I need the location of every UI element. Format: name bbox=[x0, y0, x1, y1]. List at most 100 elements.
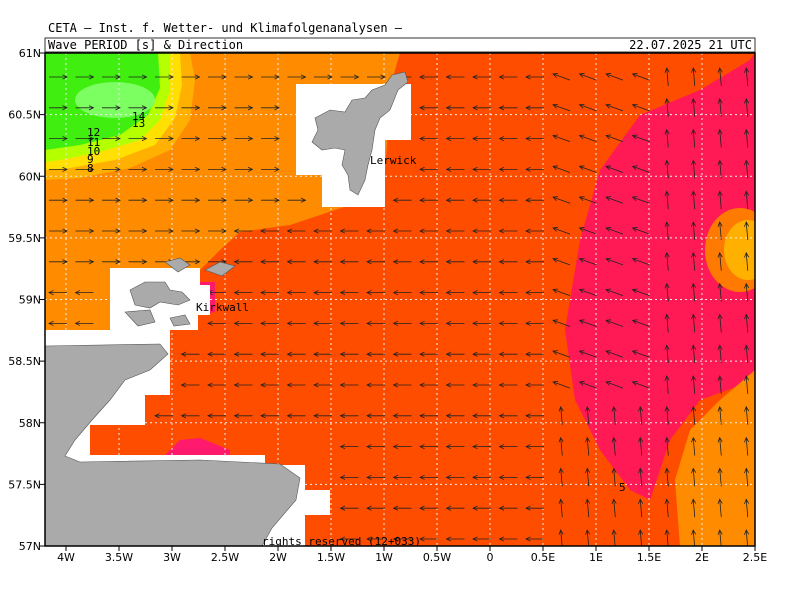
contour-label: 13 bbox=[132, 117, 145, 130]
arrow bbox=[208, 74, 227, 80]
arrow bbox=[552, 381, 571, 389]
arrow bbox=[261, 105, 280, 111]
lat-label: 58N bbox=[19, 417, 41, 430]
arrow bbox=[472, 351, 491, 357]
arrow bbox=[472, 536, 491, 542]
arrow bbox=[233, 228, 253, 234]
arrow bbox=[49, 259, 68, 265]
arrow bbox=[102, 136, 121, 142]
arrow bbox=[155, 105, 174, 111]
arrow bbox=[744, 436, 750, 456]
arrow bbox=[128, 197, 148, 203]
arrow bbox=[664, 529, 670, 546]
arrow bbox=[419, 320, 438, 326]
arrow bbox=[578, 350, 597, 358]
arrow bbox=[717, 405, 723, 425]
arrow bbox=[717, 97, 723, 117]
arrow bbox=[717, 190, 723, 210]
arrow bbox=[472, 474, 491, 480]
arrow bbox=[313, 382, 332, 388]
arrow bbox=[366, 536, 385, 542]
arrow bbox=[638, 436, 644, 456]
arrow bbox=[605, 319, 624, 327]
arrow bbox=[75, 105, 95, 111]
arrow bbox=[339, 351, 359, 357]
arrow bbox=[419, 505, 438, 511]
arrow bbox=[552, 73, 571, 81]
arrow bbox=[691, 67, 697, 87]
arrow bbox=[717, 251, 723, 271]
arrow bbox=[234, 166, 254, 172]
arrow bbox=[313, 413, 332, 419]
arrow bbox=[155, 74, 174, 80]
arrow bbox=[366, 474, 385, 480]
arrow bbox=[208, 105, 227, 111]
arrow bbox=[585, 529, 591, 546]
arrow bbox=[498, 166, 518, 172]
lon-label: 1.5E bbox=[637, 551, 661, 564]
arrow bbox=[286, 228, 306, 234]
arrow bbox=[366, 382, 385, 388]
arrow bbox=[472, 382, 491, 388]
arrow bbox=[664, 159, 670, 179]
arrow bbox=[744, 467, 750, 487]
arrow bbox=[611, 529, 617, 546]
contour-label: 10 bbox=[87, 145, 100, 158]
arrow bbox=[339, 505, 359, 511]
arrow bbox=[181, 105, 201, 111]
arrow bbox=[286, 290, 306, 296]
arrow bbox=[339, 228, 359, 234]
arrow bbox=[392, 351, 412, 357]
arrow bbox=[578, 165, 597, 173]
arrow bbox=[419, 166, 438, 172]
arrow bbox=[207, 320, 226, 326]
arrow bbox=[392, 320, 412, 326]
arrow bbox=[233, 382, 253, 388]
arrow bbox=[392, 197, 412, 203]
arrow bbox=[419, 413, 438, 419]
arrow bbox=[498, 474, 518, 480]
arrow bbox=[234, 136, 254, 142]
arrow bbox=[558, 467, 564, 487]
arrow bbox=[49, 228, 68, 234]
period-band bbox=[165, 438, 230, 455]
arrow bbox=[744, 405, 750, 425]
arrow bbox=[525, 290, 544, 296]
arrow bbox=[286, 413, 306, 419]
arrow bbox=[445, 444, 465, 450]
arrow bbox=[419, 228, 438, 234]
axis-labels: 61N 60.5N 60N 59.5N 59N 58.5N 58N 57.5N 57N 4W 3.5… bbox=[8, 47, 767, 564]
arrow bbox=[392, 474, 412, 480]
lon-label: 3.5W bbox=[105, 551, 133, 564]
arrow bbox=[691, 221, 697, 241]
arrow bbox=[445, 505, 465, 511]
arrow bbox=[578, 196, 597, 204]
arrow bbox=[128, 105, 148, 111]
arrow bbox=[207, 351, 226, 357]
place-label: Kirkwall bbox=[196, 301, 249, 314]
arrow bbox=[744, 282, 750, 302]
arrow bbox=[472, 505, 491, 511]
arrow bbox=[154, 413, 173, 419]
arrow bbox=[552, 227, 571, 235]
arrow bbox=[445, 105, 465, 111]
arrow bbox=[445, 166, 465, 172]
arrow bbox=[691, 344, 697, 364]
arrow bbox=[691, 375, 697, 395]
arrow bbox=[605, 196, 624, 204]
arrow bbox=[717, 344, 723, 364]
arrow bbox=[392, 382, 412, 388]
arrow bbox=[585, 436, 591, 456]
arrow bbox=[392, 259, 412, 265]
arrow bbox=[208, 228, 227, 234]
arrow bbox=[525, 444, 544, 450]
arrow bbox=[691, 405, 697, 425]
arrow bbox=[102, 105, 121, 111]
arrow bbox=[664, 344, 670, 364]
arrow bbox=[664, 375, 670, 395]
arrow bbox=[664, 251, 670, 271]
arrow bbox=[445, 474, 465, 480]
arrow bbox=[392, 444, 412, 450]
arrow bbox=[155, 228, 174, 234]
